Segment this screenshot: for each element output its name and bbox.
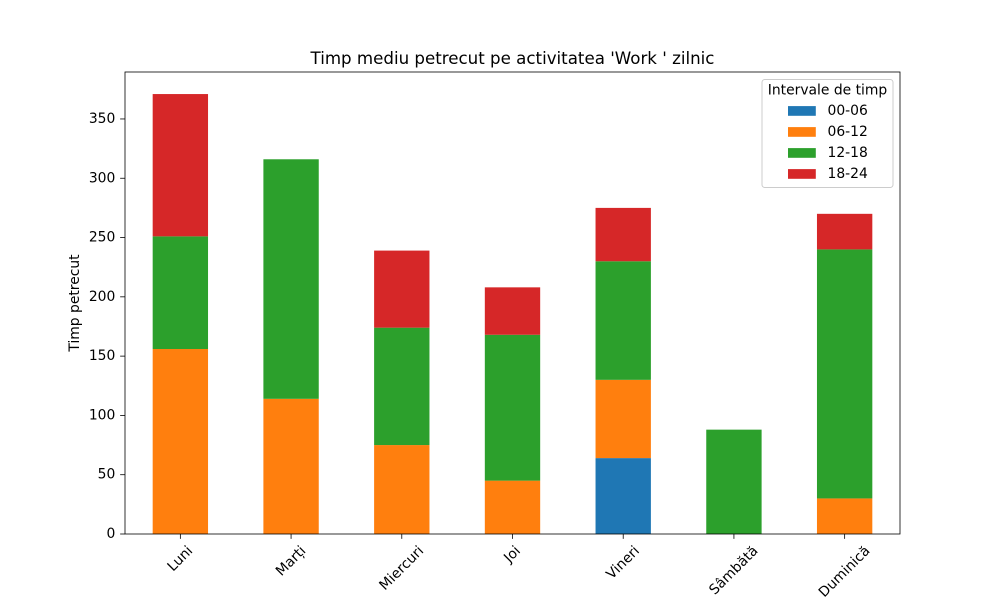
y-tick-label: 250 — [89, 230, 115, 246]
legend-swatch-18-24 — [788, 169, 816, 179]
bar-segment-12-18-joi — [484, 334, 541, 481]
chart-title: Timp mediu petrecut pe activitatea 'Work… — [310, 49, 715, 68]
bar-segment-06-12-vineri — [595, 379, 651, 459]
legend-title: Intervale de timp — [768, 83, 888, 99]
bar-segment-12-18-sambata — [706, 429, 762, 534]
y-tick-label: 350 — [89, 111, 115, 127]
bar-segment-18-24-luni — [152, 94, 209, 237]
y-tick-label: 200 — [89, 289, 115, 305]
y-tick-label: 0 — [106, 526, 115, 542]
bar-segment-12-18-luni — [152, 236, 209, 350]
bar-segment-00-06-vineri — [595, 458, 651, 534]
bar-segment-18-24-duminica — [816, 213, 873, 250]
legend-swatch-06-12 — [788, 127, 816, 137]
legend-label-00-06: 00-06 — [828, 103, 868, 119]
bar-segment-18-24-vineri — [595, 207, 651, 262]
y-tick-label: 50 — [98, 467, 116, 483]
legend-swatch-00-06 — [788, 106, 816, 116]
bar-segment-12-18-marti — [263, 159, 319, 399]
bar-segment-18-24-miercuri — [374, 250, 430, 328]
legend-label-06-12: 06-12 — [828, 124, 868, 140]
y-axis: 0 50 100 150 200 250 300 350 — [89, 111, 125, 542]
y-tick-label: 150 — [89, 348, 115, 364]
bar-segment-06-12-marti — [263, 398, 319, 534]
legend-label-12-18: 12-18 — [828, 145, 868, 161]
bar-segment-12-18-duminica — [816, 249, 873, 499]
bar-segment-12-18-miercuri — [374, 327, 430, 446]
bar-segment-06-12-luni — [152, 349, 209, 534]
legend-swatch-12-18 — [788, 148, 816, 158]
y-tick-label: 300 — [89, 170, 115, 186]
legend-label-18-24: 18-24 — [828, 166, 868, 182]
bar-segment-06-12-duminica — [816, 498, 873, 534]
bar-segment-06-12-joi — [484, 480, 541, 534]
legend: Intervale de timp 00-06 06-12 12-18 18-24 — [761, 79, 894, 188]
bar-segment-12-18-vineri — [595, 261, 651, 380]
y-axis-label: Timp petrecut — [67, 254, 83, 353]
bar-segment-06-12-miercuri — [374, 445, 430, 534]
y-tick-label: 100 — [89, 407, 115, 423]
bar-segment-18-24-joi — [484, 287, 541, 335]
bars-group — [152, 94, 873, 534]
